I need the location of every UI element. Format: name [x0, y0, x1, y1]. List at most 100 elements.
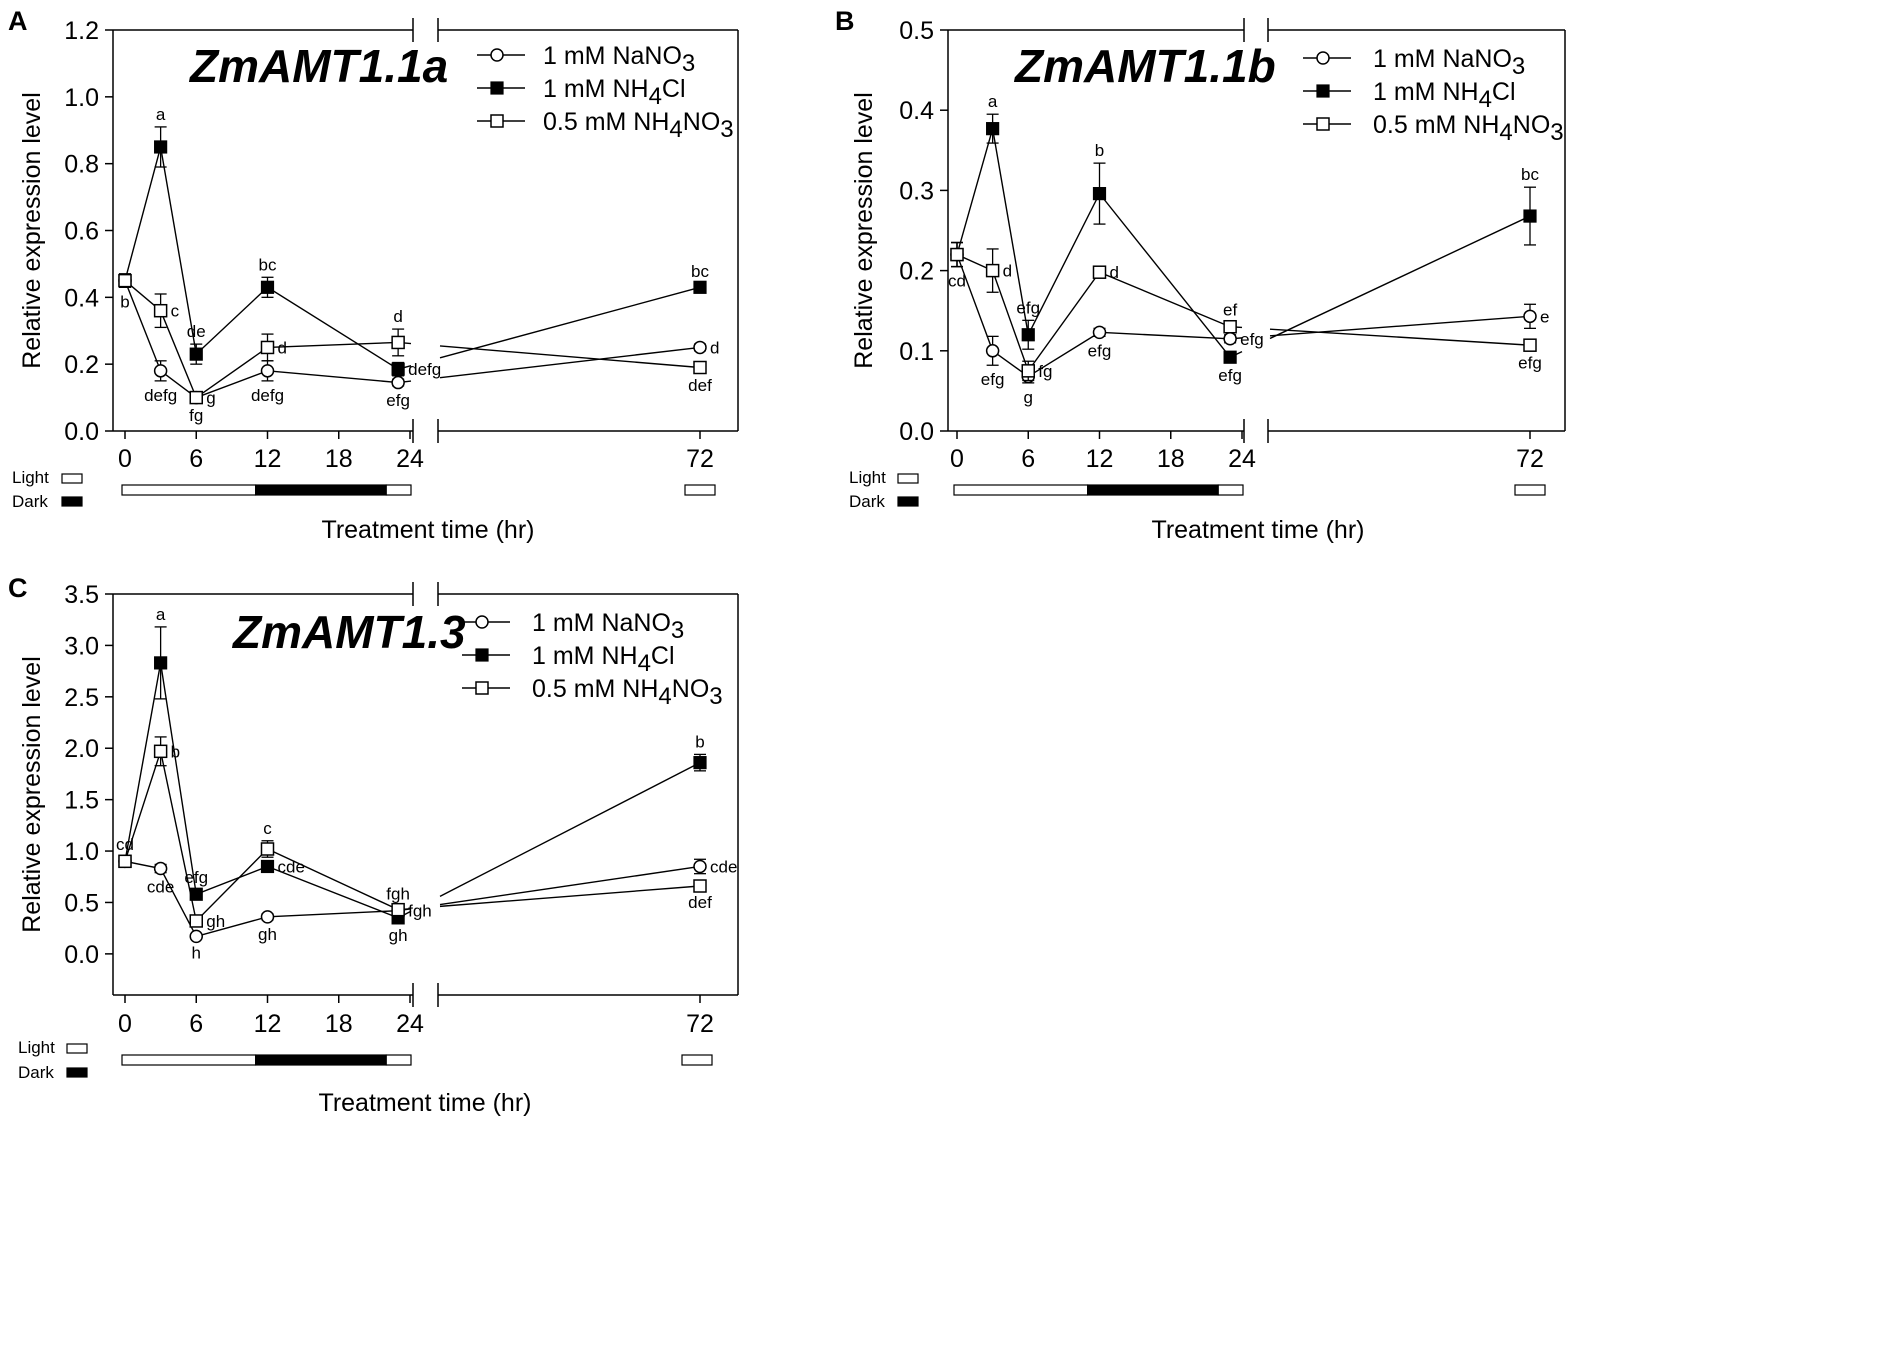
data-point — [189, 929, 203, 944]
legend-marker — [1316, 84, 1330, 98]
significance-label: cde — [147, 878, 174, 897]
dark-key-swatch — [61, 496, 83, 507]
significance-label: efg — [1218, 366, 1242, 385]
significance-label: fg — [189, 406, 203, 425]
significance-label: efg — [1088, 341, 1112, 360]
dark-key-swatch — [66, 1067, 88, 1078]
data-point — [693, 340, 707, 355]
data-point — [153, 364, 168, 378]
significance-label: e — [1540, 307, 1549, 326]
y-tick-label: 1.0 — [64, 84, 99, 112]
data-point — [260, 340, 275, 355]
significance-label: cde — [710, 857, 737, 876]
y-tick-label: 1.2 — [64, 17, 99, 45]
y-tick-label: 0.1 — [899, 338, 934, 366]
panel-c: C 0.0 0.5 1.0 1.5 2.0 2.5 3.0 3.5 0 6 12 18 24 72 Treat… — [8, 573, 739, 1117]
light-bar-72 — [1514, 484, 1546, 496]
light-bar — [385, 1054, 412, 1066]
legend-label: 1 mM NaNO3 — [1373, 45, 1525, 80]
legend-text: 0.5 mM NH — [532, 675, 658, 703]
legend-entry: 1 mM NH4Cl — [1303, 78, 1516, 113]
x-tick-label: 12 — [1086, 445, 1114, 473]
legend-label: 1 mM NaNO3 — [543, 42, 695, 77]
y-tick-label: 1.5 — [64, 787, 99, 815]
panel-letter: B — [835, 6, 855, 36]
data-point — [950, 247, 964, 262]
y-axis-label: Relative expression level — [18, 92, 46, 369]
significance-label: de — [187, 322, 206, 341]
legend-marker — [490, 48, 504, 62]
legend-text: 0.5 mM NH — [543, 108, 669, 136]
plot-frame — [112, 582, 739, 1007]
data-point — [391, 902, 405, 917]
y-tick-label: 0.2 — [899, 258, 934, 286]
significance-label: gh — [258, 925, 277, 944]
y-tick-label: 3.0 — [64, 632, 99, 660]
significance-label: g — [1024, 388, 1033, 407]
data-point — [1092, 325, 1107, 340]
x-tick-label: 0 — [118, 445, 132, 473]
plot-frame — [947, 18, 1566, 443]
legend-subscript: 3 — [709, 683, 722, 710]
y-tick-label: 2.5 — [64, 684, 99, 712]
data-point — [1223, 319, 1237, 334]
significance-label: d — [278, 338, 287, 357]
legend-label: 1 mM NH4Cl — [1373, 78, 1516, 113]
data-point — [260, 859, 275, 874]
data-point — [1092, 265, 1107, 279]
significance-label: gh — [206, 912, 225, 931]
legend-subscript: 3 — [1512, 53, 1525, 80]
y-tick-label: 0.4 — [899, 97, 934, 125]
light-key-swatch — [66, 1043, 88, 1054]
light-bar-72 — [681, 1054, 713, 1066]
significance-label: fg — [1038, 362, 1052, 381]
legend-label: 1 mM NH4Cl — [543, 75, 686, 110]
legend-marker — [490, 114, 504, 128]
significance-label: fgh — [386, 885, 410, 904]
data-point — [153, 303, 168, 318]
significance-label: efg — [1518, 353, 1542, 372]
x-tick-label: 18 — [325, 445, 353, 473]
dark-key-label: Dark — [12, 492, 48, 511]
legend-subscript: 3 — [1550, 119, 1563, 146]
y-tick-label: 0.8 — [64, 151, 99, 179]
data-point — [391, 362, 405, 376]
x-tick-label: 6 — [1021, 445, 1035, 473]
chart-title: ZmAMT1.1b — [1013, 40, 1276, 92]
light-bar — [121, 1054, 257, 1066]
legend-text: 1 mM NH — [532, 642, 638, 670]
data-point — [1523, 338, 1537, 352]
series-0 — [956, 254, 1531, 378]
legend-subscript: 3 — [682, 50, 695, 77]
significance-label: h — [192, 943, 201, 962]
light-bar — [953, 484, 1089, 496]
significance-label: fgh — [408, 902, 432, 921]
data-point — [1523, 309, 1537, 324]
data-point — [154, 656, 168, 670]
legend-label: 0.5 mM NH4NO3 — [1373, 111, 1564, 146]
legend-entry: 1 mM NH4Cl — [477, 75, 686, 110]
data-point — [693, 756, 707, 770]
x-tick-label: 6 — [189, 1010, 203, 1038]
panel-letter: C — [8, 573, 28, 603]
photoperiod-band — [121, 1054, 713, 1066]
chart-title: ZmAMT1.1a — [188, 40, 448, 92]
legend-subscript: 4 — [1499, 119, 1512, 146]
light-key-label: Light — [849, 468, 886, 487]
significance-label: c — [171, 302, 180, 321]
legend-text: NO — [672, 675, 710, 703]
significance-label: def — [688, 376, 712, 395]
x-tick-label: 72 — [686, 445, 714, 473]
data-point — [260, 842, 275, 856]
legend-text: Cl — [662, 75, 686, 103]
data-point — [985, 263, 1000, 278]
data-point — [1021, 328, 1035, 342]
y-tick-label: 3.5 — [64, 581, 99, 609]
x-axis-label: Treatment time (hr) — [321, 516, 534, 544]
significance-label: a — [156, 605, 166, 624]
legend-marker — [1316, 117, 1330, 131]
y-tick-label: 2.0 — [64, 735, 99, 763]
significance-label: b — [171, 742, 180, 761]
legend-marker — [475, 615, 489, 629]
